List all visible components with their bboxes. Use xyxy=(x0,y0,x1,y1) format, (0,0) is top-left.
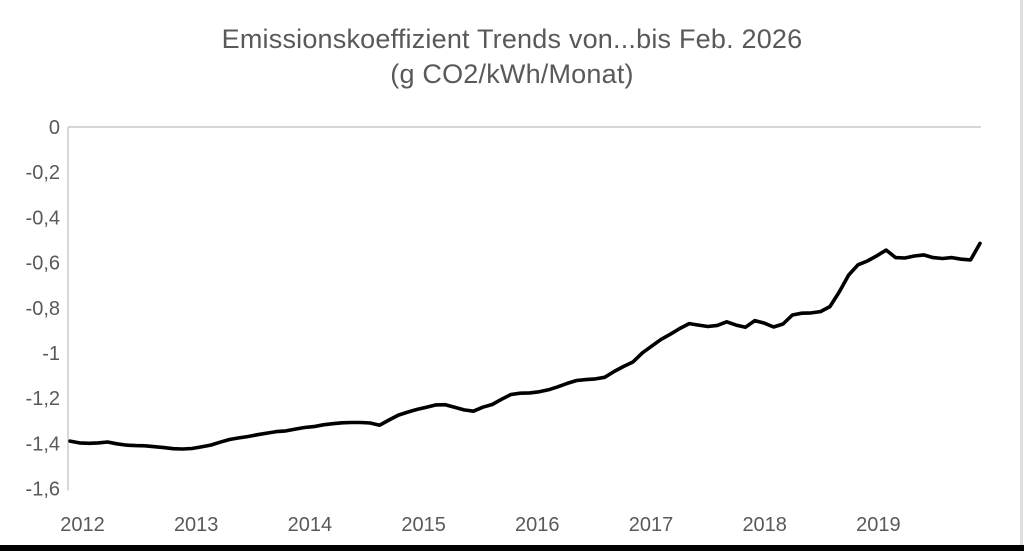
x-axis-tick-label: 2018 xyxy=(742,514,787,536)
x-axis-tick-label: 2013 xyxy=(174,514,219,536)
y-axis-tick-label: -1,6 xyxy=(26,479,60,501)
y-axis-tick-label: -0,2 xyxy=(26,162,60,184)
window-right-edge xyxy=(1020,0,1023,545)
y-axis-tick-label: -1,4 xyxy=(26,433,60,455)
y-axis-tick-label: -1 xyxy=(42,343,60,365)
y-axis-tick-label: -0,8 xyxy=(26,298,60,320)
x-axis-tick-label: 2016 xyxy=(515,514,560,536)
chart-title-line2: (g CO2/kWh/Monat) xyxy=(390,59,634,89)
x-axis-tick-label: 2014 xyxy=(288,514,333,536)
x-axis-tick-label: 2017 xyxy=(629,514,674,536)
y-axis-tick-label: 0 xyxy=(49,117,60,139)
x-axis-tick-label: 2012 xyxy=(60,514,105,536)
window-bottom-border xyxy=(0,545,1024,551)
chart-title: Emissionskoeffizient Trends von...bis Fe… xyxy=(0,22,1024,92)
y-axis-tick-label: -0,6 xyxy=(26,253,60,275)
y-axis-tick-label: -1,2 xyxy=(26,388,60,410)
x-axis-tick-label: 2019 xyxy=(856,514,901,536)
trend-line xyxy=(68,241,982,451)
y-axis-tick-label: -0,4 xyxy=(26,207,60,229)
x-axis-tick-label: 2015 xyxy=(401,514,446,536)
chart-title-line1: Emissionskoeffizient Trends von...bis Fe… xyxy=(221,24,803,54)
